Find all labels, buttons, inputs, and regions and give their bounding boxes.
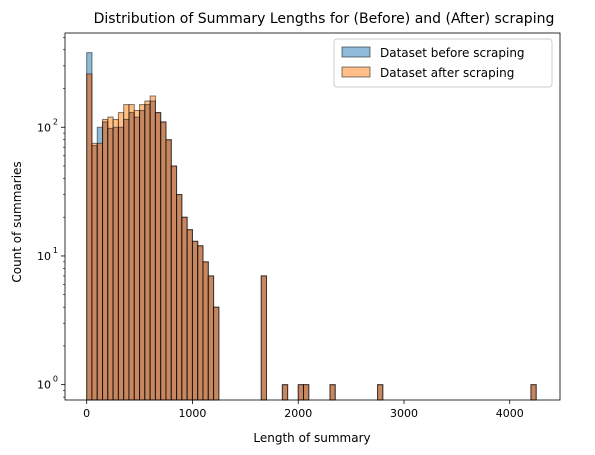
bar-after-only [107, 117, 114, 129]
bar-overlap [261, 275, 267, 400]
x-axis-label: Length of summary [253, 431, 370, 445]
bar-overlap [139, 110, 145, 400]
bar-overlap [86, 73, 92, 401]
bar-overlap [123, 119, 129, 401]
x-tick-label: 2000 [284, 407, 312, 420]
bar-overlap [97, 143, 103, 401]
bar-overlap [298, 384, 304, 400]
x-tick-label: 0 [83, 407, 90, 420]
legend-swatch [341, 46, 371, 58]
bar-overlap [144, 104, 151, 401]
x-tick-label: 1000 [178, 407, 206, 420]
bar-overlap [150, 100, 156, 400]
bar-overlap [197, 245, 204, 400]
x-axis: 0 1000 2000 3000 4000 [83, 400, 524, 420]
bar-overlap [166, 139, 172, 400]
bar-after-only [134, 110, 140, 118]
legend-label: Dataset before scraping [380, 46, 525, 60]
bar-overlap [155, 112, 161, 401]
x-tick-label: 3000 [390, 407, 418, 420]
bar-overlap [107, 128, 114, 400]
bar-overlap [128, 112, 135, 401]
bar-overlap [213, 307, 219, 400]
legend-box [333, 38, 553, 88]
bar-overlap [91, 145, 98, 400]
bar-overlap [187, 229, 193, 400]
bar-after-only [118, 112, 124, 128]
y-tick-label: 10 [37, 250, 51, 263]
bar-overlap [377, 384, 383, 400]
bar-overlap [181, 217, 188, 400]
plot-frame [64, 32, 561, 401]
bar-overlap [303, 384, 309, 400]
bar-overlap [171, 166, 177, 400]
bar-overlap [102, 121, 108, 400]
bar-after-only [128, 104, 135, 113]
legend: Dataset before scraping Dataset after scr… [333, 38, 553, 88]
legend-label: Dataset after scraping [380, 66, 514, 80]
bar-overlap [282, 384, 288, 400]
chart-title: Distribution of Summary Lengths for (Bef… [94, 11, 555, 27]
y-tick-label: 10 [37, 379, 51, 392]
y-tick-exponent: 1 [53, 246, 58, 255]
bar-after-only [91, 143, 98, 146]
bar-before-only [86, 52, 92, 74]
bar-overlap [530, 384, 537, 400]
bar-overlap [329, 384, 336, 400]
y-axis-label: Count of summaries [10, 161, 24, 282]
bar-before-only [97, 127, 103, 144]
y-tick-exponent: 2 [53, 117, 58, 126]
bar-overlap [208, 275, 214, 400]
bar-overlap [192, 241, 198, 400]
bar-after-only [144, 100, 151, 105]
legend-swatch [341, 66, 371, 78]
bar-overlap [113, 127, 119, 401]
y-tick-exponent: 0 [53, 375, 58, 384]
bar-overlap [118, 127, 124, 401]
bar-after-only [113, 119, 119, 128]
bar-overlap [160, 121, 167, 400]
bar-after-only [123, 104, 129, 120]
bar-overlap [203, 261, 209, 400]
bar-overlap [134, 117, 140, 401]
bar-overlap [176, 194, 182, 400]
y-tick-label: 10 [37, 121, 51, 134]
bar-after-only [102, 119, 108, 122]
plot-area [86, 52, 537, 401]
bar-after-only [150, 95, 156, 101]
x-tick-label: 4000 [496, 407, 524, 420]
bar-after-only [139, 104, 145, 111]
